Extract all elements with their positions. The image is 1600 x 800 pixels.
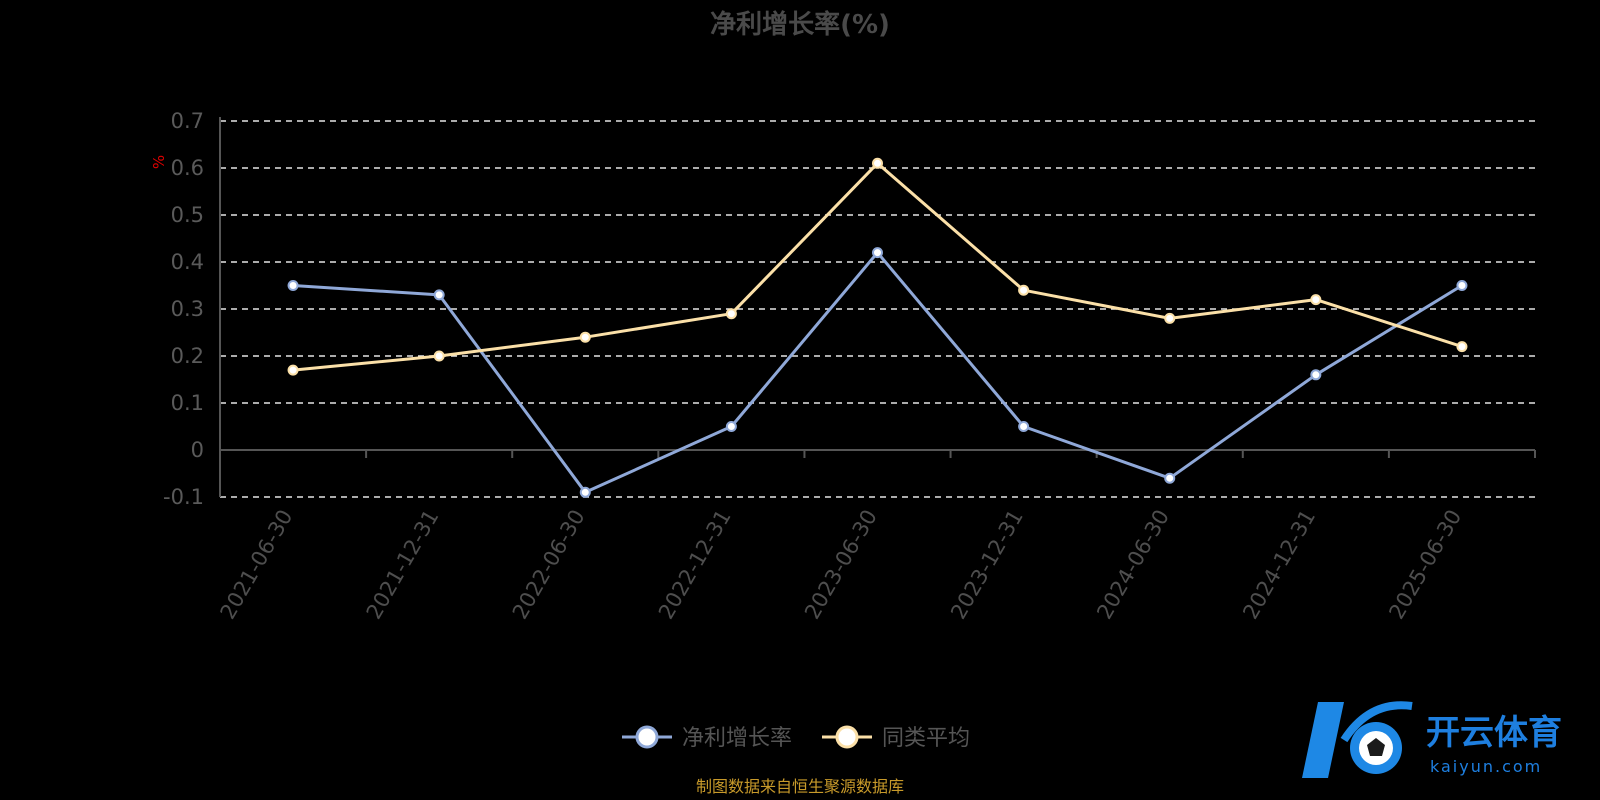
y-tick-labels: 0.7 0.6 0.5 0.4 0.3 0.2 0.1 0 -0.1 bbox=[163, 109, 204, 509]
axes bbox=[219, 117, 1536, 497]
y-tick-label: 0.2 bbox=[171, 344, 204, 368]
y-tick-label: 0.3 bbox=[171, 297, 204, 321]
y-tick-label: 0.6 bbox=[171, 156, 204, 180]
y-tick-label: 0.4 bbox=[171, 250, 204, 274]
x-tick-label: 2021-06-30 bbox=[216, 506, 298, 624]
legend-marker-net-profit-growth bbox=[635, 725, 659, 749]
data-point-1-3[interactable] bbox=[725, 308, 737, 320]
x-tick-label: 2024-12-31 bbox=[1238, 506, 1320, 624]
x-tick-label: 2024-06-30 bbox=[1092, 506, 1174, 624]
data-point-1-6[interactable] bbox=[1164, 312, 1176, 324]
chart-title: 净利增长率(%) bbox=[710, 9, 890, 40]
y-tick-label: 0.5 bbox=[171, 203, 204, 227]
x-tick-labels: 2021-06-30 2021-12-31 2022-06-30 2022-12-31… bbox=[216, 505, 1467, 623]
data-point-0-5[interactable] bbox=[1018, 421, 1030, 432]
x-tick-label: 2022-12-31 bbox=[654, 506, 736, 624]
y-tick-label: 0.1 bbox=[171, 391, 204, 415]
data-point-0-1[interactable] bbox=[433, 289, 445, 301]
data-point-0-7[interactable] bbox=[1310, 369, 1322, 381]
data-point-0-3[interactable] bbox=[725, 421, 737, 432]
data-point-0-6[interactable] bbox=[1164, 472, 1176, 484]
x-tick-label: 2023-06-30 bbox=[800, 506, 882, 624]
y-tick-label: -0.1 bbox=[163, 485, 204, 509]
kaiyun-logo-icon bbox=[1302, 701, 1413, 778]
data-point-0-2[interactable] bbox=[579, 486, 591, 498]
x-tick-label: 2023-12-31 bbox=[946, 506, 1028, 624]
y-tick-label: 0 bbox=[191, 438, 204, 462]
series-line-0 bbox=[292, 251, 1463, 494]
legend: 净利增长率 同类平均 bbox=[622, 725, 970, 751]
data-source-note: 制图数据来自恒生聚源数据库 bbox=[696, 777, 904, 796]
data-point-0-4[interactable] bbox=[872, 247, 883, 259]
data-point-1-2[interactable] bbox=[579, 331, 591, 343]
legend-label-net-profit-growth: 净利增长率 bbox=[682, 726, 792, 751]
x-tick-label: 2021-12-31 bbox=[362, 505, 444, 623]
legend-marker-peer-average bbox=[835, 725, 859, 749]
data-point-1-0[interactable] bbox=[287, 364, 299, 376]
data-point-0-0[interactable] bbox=[287, 280, 299, 291]
data-point-1-7[interactable] bbox=[1310, 294, 1322, 306]
data-point-1-4[interactable] bbox=[872, 157, 883, 169]
legend-label-peer-average: 同类平均 bbox=[882, 726, 970, 751]
legend-item-net-profit-growth[interactable]: 净利增长率 bbox=[622, 725, 792, 751]
x-tick-label: 2025-06-30 bbox=[1384, 506, 1466, 624]
y-tick-label: 0.7 bbox=[171, 109, 204, 133]
watermark-domain: kaiyun.com bbox=[1430, 757, 1542, 776]
data-point-0-8[interactable] bbox=[1456, 280, 1468, 291]
data-point-1-1[interactable] bbox=[433, 350, 445, 362]
y-unit-label: % bbox=[150, 155, 168, 169]
x-tick-label: 2022-06-30 bbox=[508, 506, 590, 624]
gridlines bbox=[220, 120, 1535, 498]
series bbox=[287, 157, 1468, 498]
watermark-brand: 开云体育 bbox=[1426, 713, 1562, 753]
data-point-1-8[interactable] bbox=[1456, 341, 1468, 353]
data-point-1-5[interactable] bbox=[1018, 284, 1030, 296]
series-line-1 bbox=[292, 161, 1463, 372]
watermark: 开云体育 kaiyun.com bbox=[1302, 701, 1562, 778]
legend-item-peer-average[interactable]: 同类平均 bbox=[822, 725, 970, 751]
